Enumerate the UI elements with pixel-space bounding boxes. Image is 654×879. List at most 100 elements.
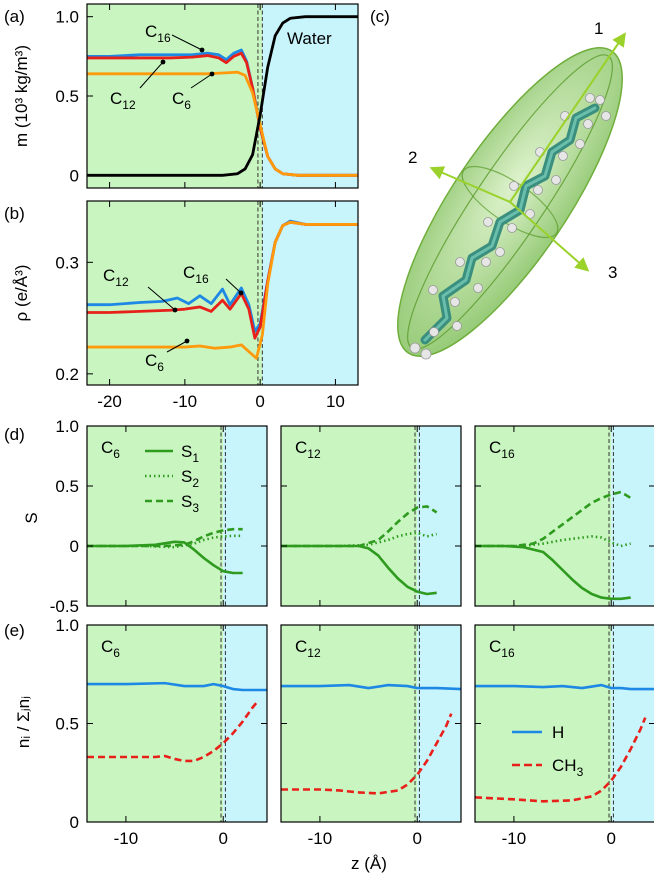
x-tick-label: -20 [97,392,122,411]
leader-c6 [190,73,213,89]
y-tick-label: 0.5 [55,87,79,106]
leader-dot [172,307,178,313]
subplot-c12: C12 [280,425,462,607]
x-tick-label: 0 [218,829,227,848]
molecule-ellipsoid-illustration: 1 2 3 [397,19,626,360]
x-tick-label: 10 [326,392,345,411]
principal-axis-2 [429,166,511,203]
series-line-s3 [475,490,632,548]
y-axis-label-d: S [22,512,41,523]
water-region-bg [417,426,461,606]
subplot-c16: C16 [474,425,654,607]
series-line-s1 [475,544,631,601]
water-region-bg [223,625,267,822]
annotations-a: Water C16 C12 C6 [110,22,332,112]
x-tick-label: -10 [502,829,527,848]
label-c6-a: C6 [172,89,191,112]
axes-frame [86,425,268,607]
water-region-bg [262,201,358,385]
series-line-c6 [87,70,358,177]
series-line-s1 [281,544,437,596]
subplot-c6: C6 -0.5 0 0.5 1.0 [50,417,268,616]
y-tick-label: 0.2 [55,365,79,384]
subplot-label: C6 [101,637,120,660]
x-tick-label: -10 [173,392,198,411]
water-region-bg [417,625,461,822]
leader-c6 [166,340,188,353]
water-label: Water [287,29,332,48]
panel-b: 0.2 0.3 -20 -10 0 10 [55,200,359,411]
y-tick-label: 0 [70,166,79,185]
leader-dot [209,71,215,77]
series-line-h [475,683,654,691]
organic-region-bg [87,625,224,822]
series-line-c6 [87,220,358,360]
x-axis-label: z (Å) [351,854,387,873]
y-tick-label: 0 [70,537,79,556]
y-axis-label-e: nᵢ / Σⱼnⱼ [14,696,33,748]
label-c6-b: C6 [145,351,164,374]
subplot-label: C12 [295,637,321,660]
x-tick-label: -10 [308,829,333,848]
subplot-label: C16 [489,637,515,660]
leader-c16 [225,278,242,294]
series-line-s3 [87,527,243,548]
y-axis-label-a: m (10³ kg/m³) [12,45,31,147]
water-region-bg [611,625,654,822]
panel-label-a: (a) [4,7,25,26]
organic-region-bg [475,625,612,822]
legend-d: S1 S2 S3 [145,442,199,515]
axis-label-2: 2 [408,148,417,167]
y-tick-label: 0.3 [55,253,79,272]
y-tick-label: -0.5 [50,597,79,616]
y-tick-label: 0.5 [55,477,79,496]
subplot-label: C12 [295,438,321,461]
label-c16-a: C16 [145,22,171,45]
subplot-label: C6 [101,438,120,461]
leader-dot [160,59,166,65]
legend-label-s3: S3 [181,492,199,515]
panel-label-b: (b) [4,204,25,223]
subplot-label: C16 [489,438,515,461]
principal-axis-1 [509,32,626,203]
legend-label-s2: S2 [181,467,199,490]
leader-c12 [139,61,164,89]
panel-label-e: (e) [4,621,25,640]
organic-region-bg [475,426,612,606]
panel-label-c: (c) [370,7,390,26]
series-line-ch3 [281,713,453,795]
label-c12-b: C12 [103,266,129,289]
principal-axis-3 [509,201,590,272]
legend-label-s1: S1 [181,442,199,465]
y-tick-label: 1.0 [55,8,79,27]
axes-frame [86,200,359,386]
y-axis-label-b: ρ (e/Å³) [12,265,31,322]
axis-label-3: 3 [608,263,617,282]
leader-dot [184,338,190,344]
series-line-ch3 [474,717,647,803]
alkane-chain [409,93,611,360]
series-line-s3 [281,505,438,548]
series-line-h [281,683,462,691]
annotations-b: C12 C16 C6 [103,263,244,374]
y-tick-label: 0.5 [55,715,79,734]
y-tick-label: 0 [70,813,79,832]
water-region-bg [223,426,267,606]
series-line-s2 [475,535,631,548]
axes-frame [280,425,462,607]
axes-frame [474,425,654,607]
series-line-h [87,681,267,692]
x-tick-label: 0 [412,829,421,848]
composition-row: C6 0 0.5 1.0 -10 0 C12 -10 0 C16 -10 0 [55,616,654,848]
x-tick-label: 0 [606,829,615,848]
axes-frame [86,3,359,189]
leader-dot [238,290,244,296]
organic-region-bg [87,426,224,606]
panel-a: 0 0.5 1.0 [55,3,359,189]
legend-label-h: H [552,723,564,742]
legend-e: H CH3 [512,723,584,779]
water-region-bg [262,4,358,188]
water-region-bg [611,426,654,606]
subplot-c6: C6 0 0.5 1.0 -10 0 [55,616,268,848]
